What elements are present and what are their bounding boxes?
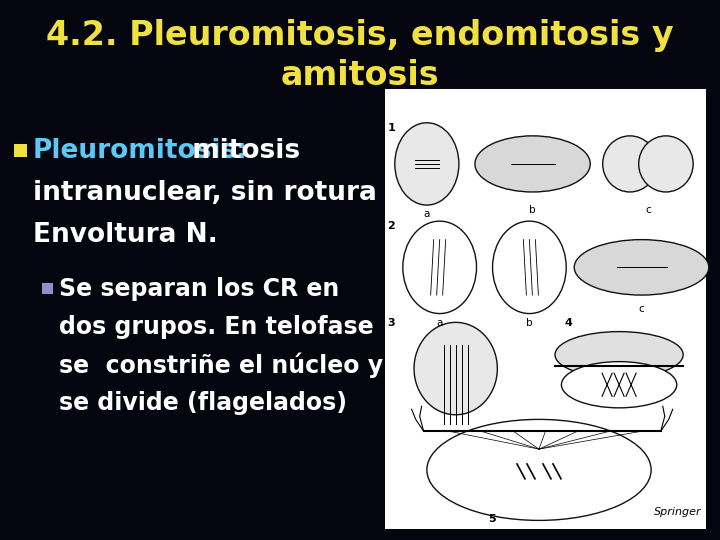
Text: mitosis: mitosis <box>183 138 300 164</box>
Ellipse shape <box>603 136 657 192</box>
Text: c: c <box>645 205 651 215</box>
Text: 5: 5 <box>487 514 495 523</box>
FancyBboxPatch shape <box>42 283 53 294</box>
Text: a: a <box>423 209 430 219</box>
Text: 3: 3 <box>387 318 395 328</box>
Text: amitosis: amitosis <box>281 59 439 92</box>
Text: se divide (flagelados): se divide (flagelados) <box>59 391 347 415</box>
Text: Envoltura N.: Envoltura N. <box>33 222 217 248</box>
Text: 4.2. Pleuromitosis, endomitosis y: 4.2. Pleuromitosis, endomitosis y <box>46 18 674 52</box>
Ellipse shape <box>427 420 651 521</box>
Ellipse shape <box>555 332 683 378</box>
Ellipse shape <box>639 136 693 192</box>
Text: a: a <box>436 318 443 328</box>
Ellipse shape <box>492 221 566 314</box>
Text: 4: 4 <box>564 318 572 328</box>
Ellipse shape <box>575 240 708 295</box>
Text: Se separan los CR en: Se separan los CR en <box>59 277 339 301</box>
Text: b: b <box>529 205 536 215</box>
Ellipse shape <box>475 136 590 192</box>
Text: 1: 1 <box>387 123 395 133</box>
Ellipse shape <box>562 362 677 408</box>
Text: 2: 2 <box>387 221 395 231</box>
FancyBboxPatch shape <box>385 89 706 529</box>
Ellipse shape <box>402 221 477 314</box>
FancyBboxPatch shape <box>14 144 27 157</box>
Text: se  constriñe el núcleo y: se constriñe el núcleo y <box>59 353 383 378</box>
Text: Pleuromitosis:: Pleuromitosis: <box>33 138 248 164</box>
Text: b: b <box>526 318 533 328</box>
Text: intranuclear, sin rotura: intranuclear, sin rotura <box>33 180 377 206</box>
Text: dos grupos. En telofase: dos grupos. En telofase <box>59 315 374 339</box>
Ellipse shape <box>395 123 459 205</box>
Text: Springer: Springer <box>654 507 701 517</box>
Text: c: c <box>639 305 644 314</box>
Ellipse shape <box>414 322 498 415</box>
